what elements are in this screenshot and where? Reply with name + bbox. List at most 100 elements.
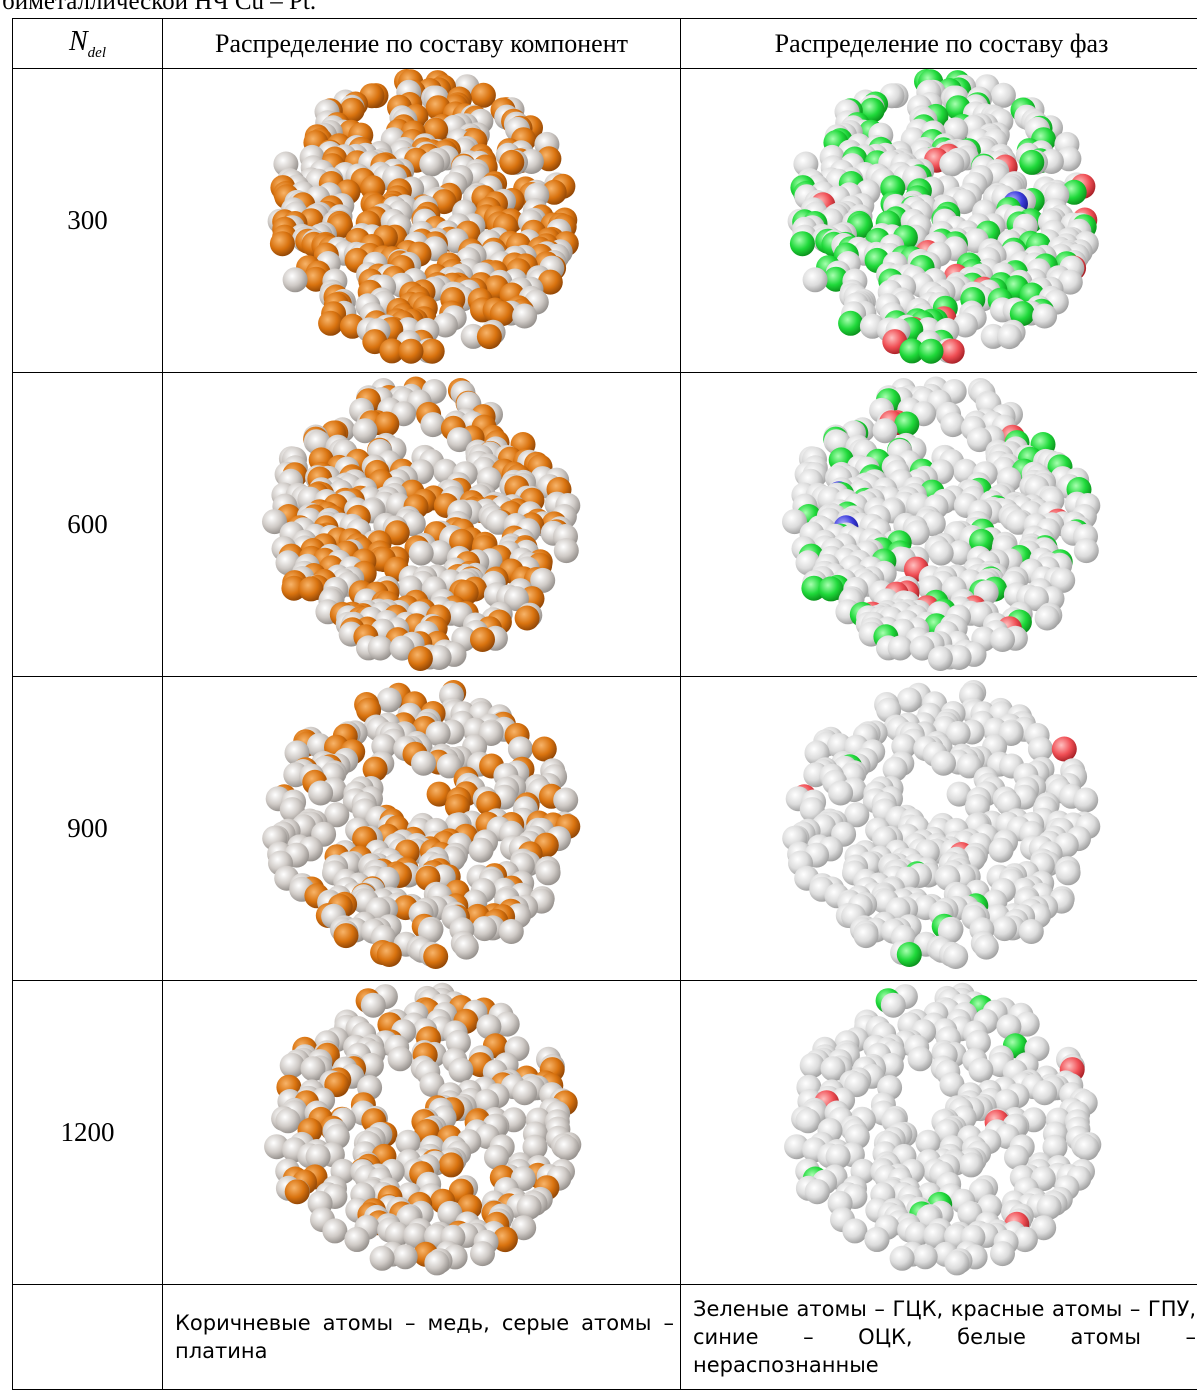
composition-image-cell <box>163 69 681 373</box>
atom <box>1055 860 1080 885</box>
atom <box>535 860 560 885</box>
atom <box>344 1227 369 1252</box>
atom <box>804 1179 829 1204</box>
atom <box>499 150 524 175</box>
atom <box>988 838 1013 863</box>
atom <box>894 412 919 437</box>
atom <box>828 781 853 806</box>
page: биметаллической НЧ Cu – Pt. Ndel Распред… <box>0 0 1197 1391</box>
composition-image-cell <box>163 677 681 981</box>
legend-cell: Коричневые атомы – медь, серые атомы – п… <box>163 1285 681 1390</box>
composition-cluster <box>172 373 672 673</box>
table-row: 900 <box>13 677 1197 981</box>
atom <box>531 737 556 762</box>
atom <box>968 1058 993 1083</box>
atom <box>308 781 333 806</box>
atom <box>928 541 953 566</box>
atom <box>1073 538 1098 563</box>
legend-row: Коричневые атомы – медь, серые атомы – п… <box>13 1285 1197 1390</box>
atom <box>476 324 501 349</box>
atom <box>419 151 444 176</box>
symbol: N <box>69 26 88 57</box>
atom <box>992 916 1017 941</box>
atom <box>795 1108 820 1133</box>
atom <box>907 1046 932 1071</box>
n-del-cell: 300 <box>13 69 163 373</box>
atom <box>424 1250 449 1275</box>
atom <box>838 311 863 336</box>
atom <box>408 541 433 566</box>
atom <box>498 919 523 944</box>
atom <box>318 311 343 336</box>
atom <box>889 1246 914 1271</box>
atom <box>512 304 537 329</box>
atom <box>896 942 921 967</box>
header-cell: Распределение по составу фаз <box>681 19 1197 69</box>
n-del-cell: 900 <box>13 677 163 981</box>
phase-image-cell <box>681 981 1197 1285</box>
phase-cluster <box>692 981 1192 1281</box>
atom <box>367 636 392 661</box>
atom <box>284 1179 309 1204</box>
table-row: 1200 <box>13 981 1197 1285</box>
cropped-caption: биметаллической НЧ Cu – Pt. <box>2 0 316 16</box>
phase-cluster <box>692 69 1192 369</box>
composition-cluster <box>172 981 672 1281</box>
composition-image-cell <box>163 373 681 677</box>
table-row: 300 <box>13 69 1197 373</box>
atom <box>369 1246 394 1271</box>
atom <box>470 1241 495 1266</box>
atom <box>512 1080 537 1105</box>
phase-cluster <box>692 373 1192 673</box>
header-row: Ndel Распределение по составу компонент … <box>13 19 1197 69</box>
atom <box>553 538 578 563</box>
atom <box>472 916 497 941</box>
atom <box>1019 150 1044 175</box>
n-del-cell: 600 <box>13 373 163 677</box>
empty-cell <box>13 1285 163 1390</box>
atom <box>944 1250 969 1275</box>
phase-image-cell <box>681 373 1197 677</box>
atom <box>931 751 956 776</box>
atom <box>973 935 998 960</box>
atom <box>996 324 1021 349</box>
atom <box>1073 788 1098 813</box>
atom <box>927 646 952 671</box>
atom <box>853 923 878 948</box>
atom <box>407 646 432 671</box>
atom <box>990 1241 1015 1266</box>
atom <box>398 339 423 364</box>
atom <box>553 788 578 813</box>
composition-cluster <box>172 69 672 369</box>
header-cell: Распределение по составу компонент <box>163 19 681 69</box>
atom <box>990 627 1015 652</box>
header-cell: Ndel <box>13 19 163 69</box>
atom <box>887 636 912 661</box>
atom <box>438 1152 463 1177</box>
atom <box>842 1218 867 1243</box>
atom <box>880 993 905 1018</box>
phase-cluster <box>692 677 1192 977</box>
atom <box>1032 304 1057 329</box>
atom <box>453 935 478 960</box>
atom <box>282 267 307 292</box>
subscript: del <box>88 45 106 61</box>
atom <box>958 1152 983 1177</box>
atom <box>912 1244 937 1269</box>
composition-cluster <box>172 677 672 977</box>
atom <box>789 231 814 256</box>
atom <box>423 944 448 969</box>
results-table: Ndel Распределение по составу компонент … <box>12 18 1197 1390</box>
atom <box>1018 919 1043 944</box>
atom <box>802 267 827 292</box>
atom <box>333 923 358 948</box>
atom <box>392 1244 417 1269</box>
atom <box>374 412 399 437</box>
atom <box>360 993 385 1018</box>
phase-image-cell <box>681 677 1197 981</box>
phase-image-cell <box>681 69 1197 373</box>
composition-image-cell <box>163 981 681 1285</box>
atom <box>1034 606 1059 631</box>
legend-cell: Зеленые атомы – ГЦК, красные атомы – ГПУ… <box>681 1285 1197 1390</box>
atom <box>468 838 493 863</box>
